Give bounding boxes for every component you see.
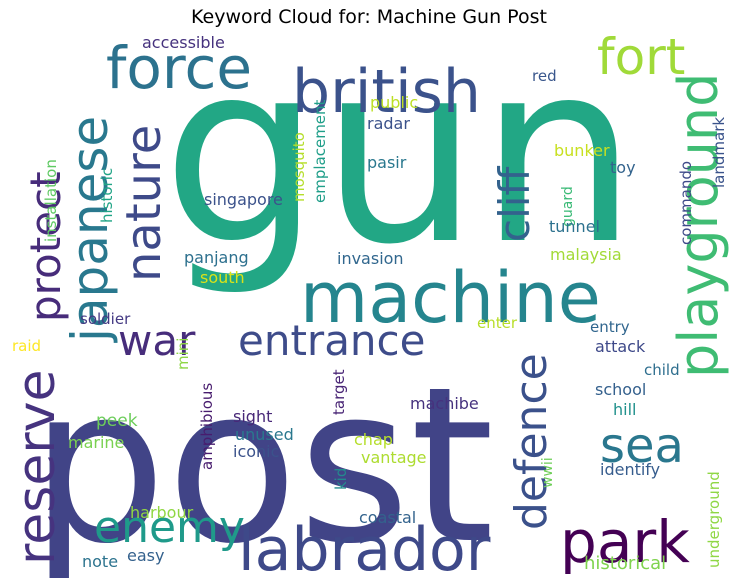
word-gun: gun bbox=[162, 30, 638, 299]
word-enter: enter bbox=[477, 314, 518, 332]
word-underground: underground bbox=[705, 471, 723, 568]
word-defence: defence bbox=[506, 353, 557, 530]
word-south: south bbox=[200, 268, 245, 287]
word-unused: unused bbox=[235, 425, 294, 444]
word-marine: marine bbox=[68, 433, 124, 452]
word-park: park bbox=[560, 508, 690, 576]
word-public: public bbox=[370, 93, 418, 112]
word-post: post bbox=[30, 340, 494, 578]
word-mosquito: mosquito bbox=[290, 132, 308, 202]
word-kid: kid bbox=[332, 468, 350, 490]
word-chap: chap bbox=[354, 430, 393, 449]
word-playground: playground bbox=[667, 73, 730, 378]
word-invasion: invasion bbox=[337, 249, 404, 268]
word-entrance: entrance bbox=[238, 316, 425, 365]
word-vantage: vantage bbox=[361, 448, 427, 467]
word-enemy: enemy bbox=[94, 502, 245, 553]
word-commando: commando bbox=[677, 161, 695, 245]
word-harbour: harbour bbox=[130, 503, 194, 522]
word-installation: installation bbox=[42, 159, 60, 242]
word-coastal: coastal bbox=[359, 508, 416, 527]
word-singapore: singapore bbox=[204, 190, 283, 209]
word-school: school bbox=[595, 380, 646, 399]
word-sea: sea bbox=[600, 418, 684, 474]
word-hill: hill bbox=[613, 400, 636, 419]
word-machibe: machibe bbox=[410, 394, 479, 413]
word-sight: sight bbox=[233, 407, 272, 426]
word-iconic: iconic bbox=[233, 442, 279, 461]
word-bunker: bunker bbox=[554, 141, 610, 160]
word-fort: fort bbox=[597, 30, 685, 86]
word-entry: entry bbox=[590, 318, 630, 336]
word-british: british bbox=[292, 57, 481, 127]
word-protect: protect bbox=[21, 171, 70, 322]
word-note: note bbox=[82, 552, 118, 571]
word-cliff: cliff bbox=[490, 166, 539, 242]
word-raid: raid bbox=[12, 337, 41, 355]
word-machine: machine bbox=[300, 257, 601, 339]
word-force: force bbox=[106, 34, 252, 102]
word-nature: nature bbox=[116, 125, 172, 282]
word-mini: mini bbox=[174, 338, 192, 370]
word-identify: identify bbox=[600, 460, 660, 479]
word-tunnel: tunnel bbox=[549, 217, 600, 236]
word-red: red bbox=[532, 67, 557, 85]
word-amphibious: amphibious bbox=[198, 383, 216, 470]
word-japanese: japanese bbox=[61, 116, 119, 343]
word-reserve: reserve bbox=[12, 370, 67, 565]
word-peek: peek bbox=[96, 411, 138, 431]
word-attack: attack bbox=[595, 337, 646, 356]
word-toy: toy bbox=[610, 158, 636, 177]
word-panjang: panjang bbox=[184, 248, 249, 267]
word-landmark: landmark bbox=[710, 117, 728, 188]
word-easy: easy bbox=[127, 546, 164, 565]
chart-title: Keyword Cloud for: Machine Gun Post bbox=[191, 6, 547, 28]
word-cloud: gun post machine british force fort japanese na… bbox=[12, 30, 730, 578]
word-target: target bbox=[330, 369, 348, 415]
word-soldier: soldier bbox=[80, 310, 131, 328]
word-historic: historic bbox=[98, 168, 116, 223]
word-emplacement: emplacement bbox=[311, 99, 329, 203]
word-child: child bbox=[644, 361, 680, 379]
word-pasir: pasir bbox=[367, 153, 407, 172]
word-war: war bbox=[118, 316, 196, 365]
word-accessible: accessible bbox=[142, 33, 225, 52]
word-historical: historical bbox=[584, 553, 666, 574]
word-guard: guard bbox=[560, 186, 576, 227]
word-radar: radar bbox=[367, 114, 410, 133]
word-labrador: labrador bbox=[238, 515, 491, 578]
word-malaysia: malaysia bbox=[550, 245, 622, 264]
word-wwii: wwii bbox=[540, 457, 556, 488]
